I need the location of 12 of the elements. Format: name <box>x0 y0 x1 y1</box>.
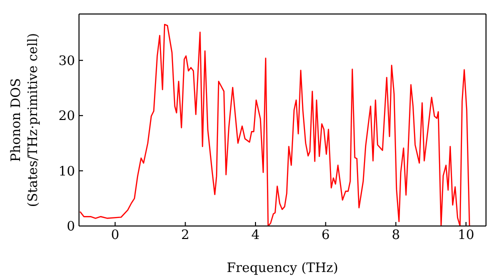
x-axis-title: Frequency (THz) <box>226 261 338 276</box>
x-tick-label: 0 <box>111 228 120 244</box>
x-tick-label: 2 <box>181 228 190 244</box>
x-tick-label: 4 <box>251 228 260 244</box>
line-series <box>79 24 470 226</box>
y-tick-label: 10 <box>58 164 75 180</box>
x-tick-label: 6 <box>322 228 330 244</box>
x-tick-label: 10 <box>458 228 474 244</box>
x-tick-label: 8 <box>392 228 400 244</box>
y-axis-title: Phonon DOS (States/THz·primitive cell) <box>9 32 41 208</box>
y-tick-label: 30 <box>58 54 75 69</box>
y-tick-label: 20 <box>58 109 75 124</box>
